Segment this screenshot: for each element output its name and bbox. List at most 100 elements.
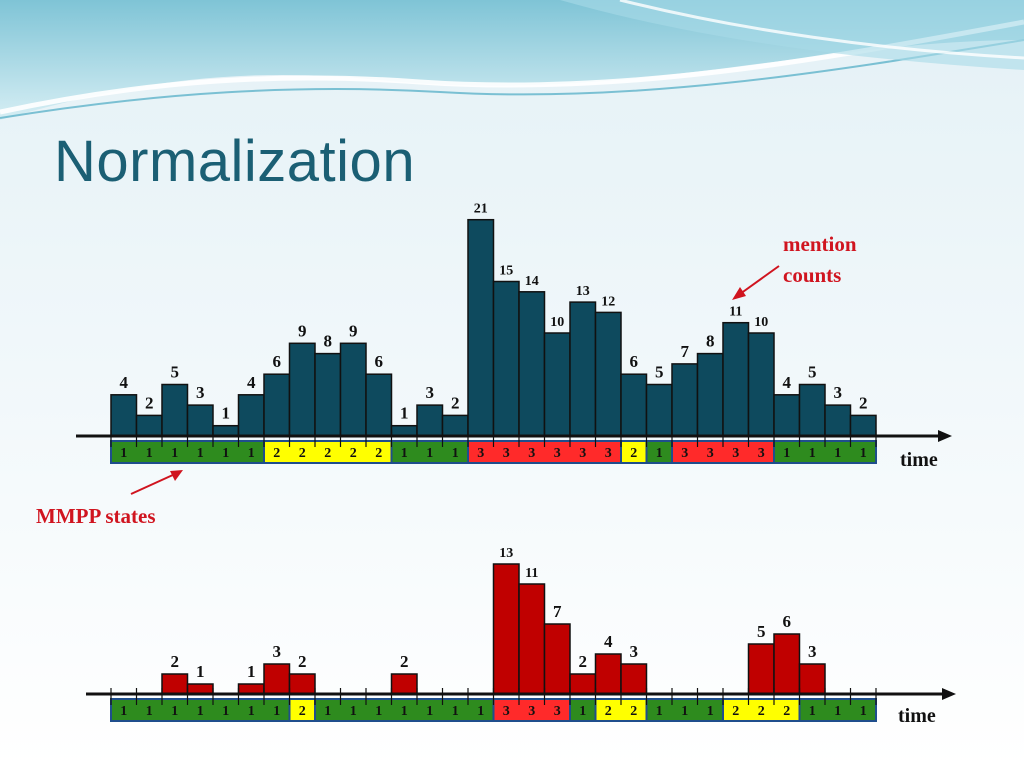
top-state-label: 3 [732,446,739,461]
bottom-value-label: 3 [808,642,817,661]
mmpp-states-arrowhead [170,470,183,481]
top-state-label: 2 [630,446,637,461]
top-bar [441,414,469,437]
bottom-bar [798,663,826,695]
bottom-state-label: 1 [860,704,867,719]
bottom-bar [594,653,622,695]
top-bar [722,321,750,437]
top-value-label: 1 [222,404,231,423]
top-state-label: 1 [783,446,790,461]
top-value-label: 6 [273,352,282,371]
top-bar [518,291,546,437]
bottom-state-label: 3 [503,704,510,719]
top-bar [543,332,571,437]
bottom-state-label: 1 [197,704,204,719]
top-value-label: 13 [576,284,590,299]
bottom-value-label: 1 [247,662,256,681]
bottom-state-label: 1 [324,704,331,719]
top-state-label: 3 [528,446,535,461]
top-value-label: 9 [298,321,307,340]
top-state-label: 1 [860,446,867,461]
bottom-value-label: 2 [171,652,180,671]
top-state-label: 3 [477,446,484,461]
mmpp-states-arrow [130,473,176,495]
bottom-value-label: 13 [499,546,513,561]
top-value-label: 6 [630,352,639,371]
top-value-label: 7 [681,342,690,361]
top-state-label: 3 [579,446,586,461]
top-bar [849,414,877,437]
bottom-value-label: 2 [298,652,307,671]
bottom-value-label: 1 [196,662,205,681]
bottom-bar [518,583,546,695]
bottom-bar [161,673,189,695]
top-value-label: 4 [783,373,792,392]
bottom-bar [773,633,801,695]
top-value-label: 3 [196,383,205,402]
top-value-label: 8 [706,332,715,351]
top-bar [416,404,444,437]
top-bar [288,342,316,437]
bottom-bar [288,673,316,695]
top-state-label: 2 [350,446,357,461]
top-value-label: 3 [426,383,435,402]
top-bar [339,342,367,437]
top-value-label: 6 [375,352,384,371]
top-bar [747,332,775,437]
top-state-label: 1 [120,446,127,461]
top-state-label: 1 [171,446,178,461]
bottom-state-label: 1 [350,704,357,719]
bottom-state-label: 3 [528,704,535,719]
bottom-state-label: 1 [579,704,586,719]
top-bar [365,373,393,437]
bottom-value-label: 4 [604,632,613,651]
top-bar [237,394,265,437]
bottom-state-label: 1 [477,704,484,719]
bottom-time-label: time [898,705,936,727]
top-state-label: 3 [554,446,561,461]
top-bar [467,218,495,437]
bottom-bar [747,643,775,695]
top-value-label: 8 [324,332,333,351]
top-value-label: 5 [171,363,180,382]
top-bar [696,352,724,437]
top-bar [569,301,597,437]
top-bar [671,363,699,437]
top-bar [798,383,826,437]
top-value-label: 1 [400,404,409,423]
top-bar [594,311,622,437]
bottom-state-label: 1 [426,704,433,719]
top-state-label: 3 [758,446,765,461]
bottom-value-label: 2 [579,652,588,671]
top-value-label: 4 [247,373,256,392]
top-state-label: 1 [222,446,229,461]
bottom-state-label: 1 [222,704,229,719]
top-value-label: 3 [834,383,843,402]
top-bar [390,424,418,437]
bottom-state-label: 2 [299,704,306,719]
bottom-value-label: 11 [525,566,538,581]
bottom-state-label: 1 [171,704,178,719]
bottom-bar [492,563,520,695]
bottom-axis-arrow [942,688,956,700]
bottom-state-label: 1 [452,704,459,719]
top-bar [263,373,291,437]
top-state-label: 2 [324,446,331,461]
bottom-state-label: 1 [707,704,714,719]
bottom-value-label: 3 [630,642,639,661]
top-value-label: 5 [655,363,664,382]
bottom-bar [569,673,597,695]
top-value-label: 15 [499,264,513,279]
mention-counts-arrow [739,265,780,295]
bottom-value-label: 5 [757,622,766,641]
bottom-state-segment [798,698,877,722]
top-bar [186,404,214,437]
slide-title: Normalization [54,129,416,194]
bottom-bar [543,623,571,695]
bottom-state-label: 2 [732,704,739,719]
top-value-label: 12 [601,294,615,309]
top-bar [620,373,648,437]
bottom-state-label: 1 [401,704,408,719]
bottom-state-label: 1 [146,704,153,719]
